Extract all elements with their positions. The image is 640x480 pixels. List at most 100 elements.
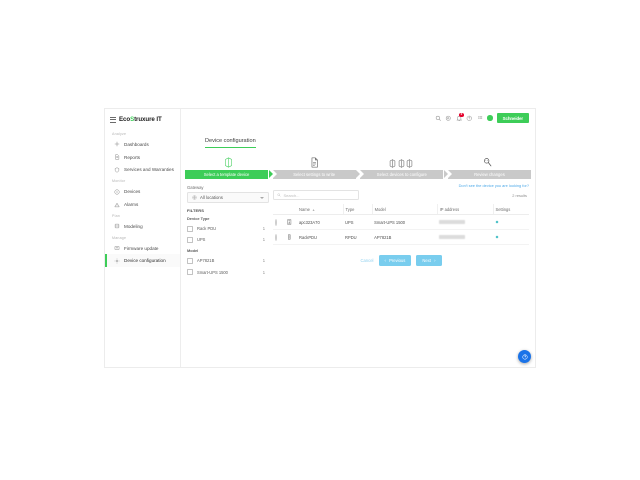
help-icon[interactable] bbox=[466, 115, 473, 122]
gear-icon[interactable] bbox=[495, 220, 499, 224]
sidebar-item-modeling[interactable]: Modeling bbox=[105, 220, 180, 233]
filter-group-title: Device Type bbox=[187, 216, 210, 221]
sidebar-item-reports[interactable]: Reports bbox=[105, 151, 180, 164]
nav-group-monitor: Monitor Devices Alarms bbox=[105, 176, 180, 211]
filter-option[interactable]: AP7821B 1 bbox=[187, 255, 269, 266]
checkbox[interactable] bbox=[187, 257, 193, 264]
sidebar-item-firmware-update[interactable]: Firmware update bbox=[105, 242, 180, 255]
help-fab[interactable] bbox=[518, 350, 531, 363]
nav-group-plan: Plan Modeling bbox=[105, 211, 180, 233]
sidebar-item-label: Device configuration bbox=[124, 258, 166, 264]
config-icon bbox=[114, 258, 120, 264]
search-placeholder: Search... bbox=[283, 192, 300, 198]
row-settings[interactable] bbox=[493, 214, 529, 230]
sidebar-item-device-configuration[interactable]: Device configuration bbox=[105, 254, 180, 268]
chevron-down-icon[interactable] bbox=[260, 196, 264, 199]
sidebar-item-label: Reports bbox=[124, 154, 141, 160]
col-settings[interactable]: Settings bbox=[493, 204, 529, 215]
schneider-electric-logo: Schneider bbox=[496, 112, 529, 124]
help-icon bbox=[521, 353, 528, 360]
sidebar-item-label: Devices bbox=[124, 189, 141, 195]
gateway-label: Gateway bbox=[187, 185, 204, 190]
menu-icon[interactable] bbox=[110, 116, 116, 123]
step-select-template-device[interactable]: Select a template device bbox=[185, 170, 273, 179]
wizard-stepper: Select a template device Select settings… bbox=[185, 170, 531, 179]
col-name[interactable]: Name ▲ bbox=[297, 204, 344, 215]
radio-button[interactable] bbox=[275, 218, 277, 226]
row-device-icon bbox=[285, 229, 297, 245]
notification-badge: 2 bbox=[459, 112, 464, 117]
search-icon[interactable] bbox=[435, 115, 442, 122]
gateway-select[interactable]: All locations bbox=[187, 192, 269, 203]
nav-group-label: Analyze bbox=[112, 132, 127, 136]
search-icon bbox=[277, 193, 281, 197]
services-icon bbox=[114, 167, 120, 173]
firmware-icon bbox=[114, 245, 120, 251]
content-body: Gateway All locations FILTERS Device Typ… bbox=[181, 179, 535, 367]
table-row[interactable]: apc323A70 UPS Smart-UPS 1500 bbox=[273, 214, 529, 230]
sidebar-item-label: Alarms bbox=[124, 202, 139, 208]
notifications-icon[interactable]: 2 bbox=[456, 112, 464, 122]
settings-icon[interactable] bbox=[445, 115, 452, 122]
filter-group-title: Model bbox=[187, 248, 199, 254]
filter-option-label: AP7821B bbox=[197, 258, 215, 264]
checkbox[interactable] bbox=[187, 225, 193, 232]
step-icon-4 bbox=[445, 155, 532, 168]
row-type: RPDU bbox=[343, 229, 373, 245]
ups-icon bbox=[287, 219, 292, 225]
cancel-button[interactable]: Cancel bbox=[360, 257, 374, 263]
nav-group-label: Manage bbox=[112, 235, 127, 240]
step-select-devices-to-configure[interactable]: Select devices to configure bbox=[360, 170, 449, 179]
col-type[interactable]: Type bbox=[343, 204, 373, 215]
row-select[interactable] bbox=[273, 214, 285, 230]
filter-option[interactable]: Rack PDU 1 bbox=[187, 223, 269, 234]
row-model: Smart-UPS 1500 bbox=[372, 214, 438, 230]
filter-option[interactable]: UPS 1 bbox=[187, 234, 269, 245]
stepper-icons bbox=[181, 155, 535, 168]
col-model[interactable]: Model bbox=[372, 204, 438, 215]
row-type: UPS bbox=[343, 214, 373, 230]
alarm-icon bbox=[114, 202, 120, 208]
row-settings[interactable] bbox=[493, 229, 529, 245]
app-window: EcoStruxure IT Analyze Dashboards Report… bbox=[105, 109, 535, 367]
step-icon-2 bbox=[272, 155, 359, 168]
sidebar-item-devices[interactable]: Devices bbox=[105, 185, 180, 198]
filter-option-count: 1 bbox=[262, 237, 265, 243]
filter-option-count: 1 bbox=[262, 269, 265, 275]
step-review-changes[interactable]: Review changes bbox=[447, 170, 531, 179]
avatar[interactable] bbox=[487, 115, 493, 121]
checkbox[interactable] bbox=[187, 236, 193, 243]
sort-icon[interactable]: ▲ bbox=[311, 207, 316, 212]
radio-button[interactable] bbox=[275, 233, 277, 241]
filters-panel: Gateway All locations FILTERS Device Typ… bbox=[187, 183, 273, 367]
table-row[interactable]: RackPDU RPDU AP7821B bbox=[273, 229, 529, 245]
filter-group-device-type: Device Type Rack PDU 1 UPS 1 bbox=[187, 216, 269, 245]
col-ip-address[interactable]: IP address bbox=[437, 204, 494, 215]
magnifier-icon bbox=[483, 157, 492, 168]
step-select-settings-to-write[interactable]: Select settings to write bbox=[272, 170, 361, 179]
checkbox[interactable] bbox=[187, 269, 193, 276]
apps-icon[interactable] bbox=[477, 115, 484, 122]
sidebar-item-alarms[interactable]: Alarms bbox=[105, 198, 180, 211]
sidebar-item-label: Firmware update bbox=[124, 245, 159, 251]
filters-heading: FILTERS bbox=[187, 208, 205, 213]
previous-button[interactable]: ‹ Previous bbox=[378, 255, 412, 266]
page-title-wrap: Device configuration bbox=[181, 127, 535, 148]
missing-device-link[interactable]: Don't see the device you are looking for… bbox=[458, 183, 529, 188]
search-input[interactable]: Search... bbox=[273, 190, 359, 200]
sidebar-item-label: Services and Warranties bbox=[124, 167, 174, 173]
pdu-icon bbox=[287, 234, 292, 240]
sidebar-item-services-and-warranties[interactable]: Services and Warranties bbox=[105, 164, 180, 177]
sidebar-item-dashboards[interactable]: Dashboards bbox=[105, 138, 180, 151]
filter-option[interactable]: Smart-UPS 1500 1 bbox=[187, 267, 269, 278]
next-button[interactable]: Next › bbox=[416, 255, 442, 266]
col-select bbox=[273, 204, 285, 215]
row-select[interactable] bbox=[273, 229, 285, 245]
app-brand[interactable]: EcoStruxure IT bbox=[105, 113, 180, 129]
top-toolbar: 2 Schneider bbox=[181, 109, 535, 127]
gateway-value: All locations bbox=[200, 195, 223, 200]
gear-icon[interactable] bbox=[495, 235, 499, 239]
table-header-row: Name ▲ Type Model IP address Settings bbox=[273, 204, 529, 215]
row-device-icon bbox=[285, 214, 297, 230]
document-icon bbox=[310, 157, 319, 168]
